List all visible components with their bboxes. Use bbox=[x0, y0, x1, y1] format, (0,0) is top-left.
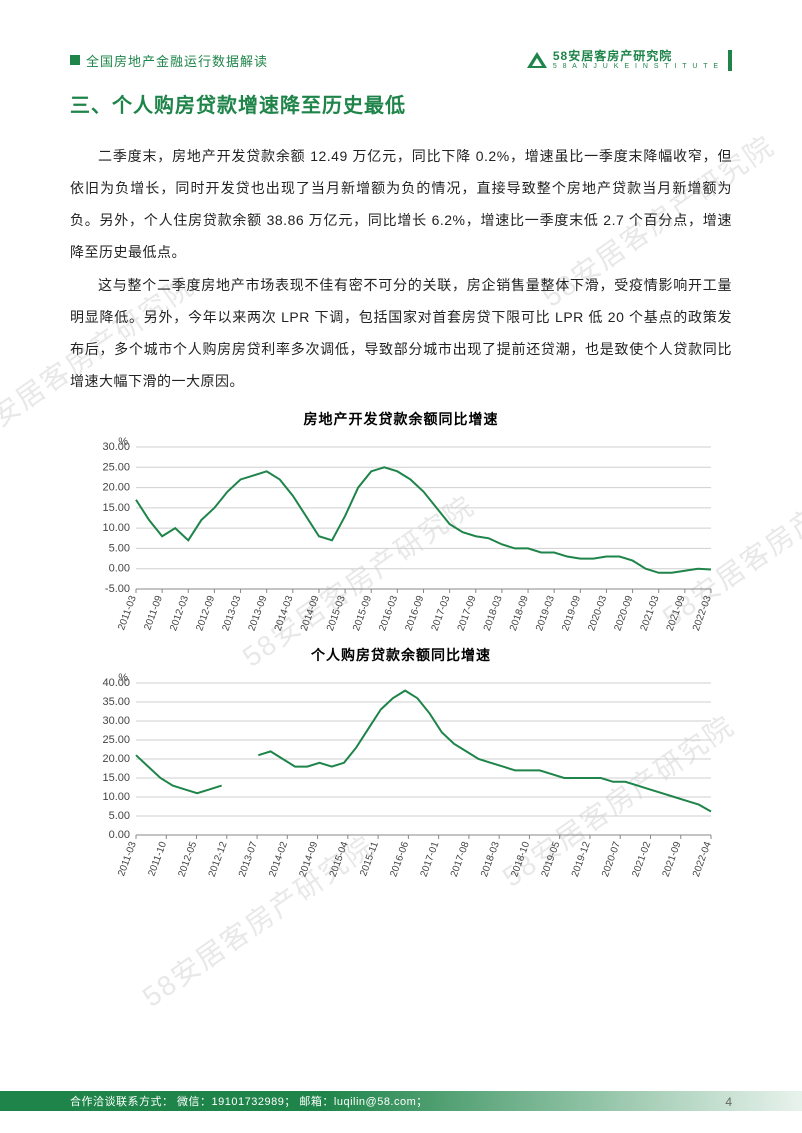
svg-text:2022-04: 2022-04 bbox=[691, 840, 714, 879]
footer-contact: 合作洽谈联系方式： 微信：19101732989； 邮箱：luqilin@58.… bbox=[70, 1093, 428, 1109]
chart2-svg: 0.005.0010.0015.0020.0025.0030.0035.0040… bbox=[81, 669, 721, 879]
svg-text:2017-09: 2017-09 bbox=[456, 594, 479, 633]
svg-text:5.00: 5.00 bbox=[109, 543, 130, 555]
svg-text:2018-10: 2018-10 bbox=[509, 840, 532, 879]
svg-text:2021-02: 2021-02 bbox=[630, 840, 653, 879]
svg-text:35.00: 35.00 bbox=[102, 696, 130, 708]
svg-text:2015-03: 2015-03 bbox=[325, 594, 348, 633]
svg-text:2011-03: 2011-03 bbox=[116, 594, 139, 632]
svg-text:20.00: 20.00 bbox=[102, 482, 130, 494]
svg-text:0.00: 0.00 bbox=[109, 563, 130, 575]
svg-text:2019-09: 2019-09 bbox=[560, 594, 583, 633]
svg-text:2019-03: 2019-03 bbox=[534, 594, 557, 633]
chart2-title: 个人购房贷款余额同比增速 bbox=[70, 645, 732, 665]
svg-text:0.00: 0.00 bbox=[109, 829, 130, 841]
doc-title: 全国房地产金融运行数据解读 bbox=[86, 51, 268, 70]
svg-text:2017-03: 2017-03 bbox=[430, 594, 453, 633]
svg-text:2013-07: 2013-07 bbox=[237, 840, 260, 879]
section-heading: 三、个人购房贷款增速降至历史最低 bbox=[70, 89, 732, 118]
svg-text:2011-09: 2011-09 bbox=[142, 594, 165, 632]
svg-text:%: % bbox=[118, 436, 128, 448]
svg-text:25.00: 25.00 bbox=[102, 734, 130, 746]
svg-text:2021-09: 2021-09 bbox=[661, 840, 684, 879]
svg-text:2014-09: 2014-09 bbox=[298, 840, 321, 879]
chart1-title: 房地产开发贷款余额同比增速 bbox=[70, 409, 732, 429]
chart1-svg: -5.000.005.0010.0015.0020.0025.0030.00%2… bbox=[81, 433, 721, 633]
brand-logo-icon bbox=[527, 52, 547, 68]
svg-text:%: % bbox=[118, 672, 128, 684]
svg-text:2018-03: 2018-03 bbox=[479, 840, 502, 879]
svg-text:10.00: 10.00 bbox=[102, 791, 130, 803]
svg-text:2013-09: 2013-09 bbox=[247, 594, 270, 633]
svg-text:2016-03: 2016-03 bbox=[377, 594, 400, 633]
svg-text:2020-09: 2020-09 bbox=[613, 594, 636, 633]
svg-text:5.00: 5.00 bbox=[109, 810, 130, 822]
svg-text:15.00: 15.00 bbox=[102, 772, 130, 784]
body-text: 二季度末，房地产开发贷款余额 12.49 万亿元，同比下降 0.2%，增速虽比一… bbox=[70, 140, 732, 398]
svg-text:2018-09: 2018-09 bbox=[508, 594, 531, 633]
svg-text:2014-09: 2014-09 bbox=[299, 594, 322, 633]
svg-text:2012-03: 2012-03 bbox=[168, 594, 191, 633]
svg-text:2012-09: 2012-09 bbox=[194, 594, 217, 633]
svg-text:2021-03: 2021-03 bbox=[639, 594, 662, 633]
paragraph-1: 二季度末，房地产开发贷款余额 12.49 万亿元，同比下降 0.2%，增速虽比一… bbox=[70, 140, 732, 269]
svg-text:20.00: 20.00 bbox=[102, 753, 130, 765]
svg-text:2011-10: 2011-10 bbox=[146, 840, 169, 878]
svg-text:25.00: 25.00 bbox=[102, 462, 130, 474]
footer-bar: 合作洽谈联系方式： 微信：19101732989； 邮箱：luqilin@58.… bbox=[0, 1091, 802, 1111]
svg-text:2013-03: 2013-03 bbox=[220, 594, 243, 633]
svg-text:2017-08: 2017-08 bbox=[449, 840, 472, 879]
svg-text:2014-02: 2014-02 bbox=[267, 840, 290, 879]
page-header: 全国房地产金融运行数据解读 58安居客房产研究院 5 8 A N J U K E… bbox=[70, 50, 732, 71]
svg-text:2016-06: 2016-06 bbox=[388, 840, 411, 879]
svg-text:2016-09: 2016-09 bbox=[403, 594, 426, 633]
brand-cn: 58安居客房产研究院 bbox=[553, 50, 720, 63]
svg-text:2017-01: 2017-01 bbox=[419, 840, 442, 879]
svg-text:2011-03: 2011-03 bbox=[116, 840, 139, 878]
svg-text:2015-04: 2015-04 bbox=[328, 840, 351, 879]
svg-text:10.00: 10.00 bbox=[102, 523, 130, 535]
svg-text:2015-09: 2015-09 bbox=[351, 594, 374, 633]
svg-text:30.00: 30.00 bbox=[102, 715, 130, 727]
svg-text:15.00: 15.00 bbox=[102, 502, 130, 514]
header-square-icon bbox=[70, 55, 80, 65]
svg-text:-5.00: -5.00 bbox=[105, 583, 130, 595]
svg-text:2019-12: 2019-12 bbox=[570, 840, 593, 879]
svg-text:2015-11: 2015-11 bbox=[358, 840, 381, 878]
svg-text:2018-03: 2018-03 bbox=[482, 594, 505, 633]
svg-text:2022-03: 2022-03 bbox=[691, 594, 714, 633]
svg-text:2020-07: 2020-07 bbox=[600, 840, 623, 879]
svg-text:2014-03: 2014-03 bbox=[273, 594, 296, 633]
svg-text:2021-09: 2021-09 bbox=[665, 594, 688, 633]
svg-text:2019-05: 2019-05 bbox=[540, 840, 563, 879]
svg-text:2012-12: 2012-12 bbox=[207, 840, 230, 879]
brand-text: 58安居客房产研究院 5 8 A N J U K E I N S T I T U… bbox=[553, 50, 720, 71]
header-brand: 58安居客房产研究院 5 8 A N J U K E I N S T I T U… bbox=[527, 50, 732, 71]
page-number: 4 bbox=[725, 1095, 732, 1109]
brand-en: 5 8 A N J U K E I N S T I T U T E bbox=[553, 63, 720, 71]
paragraph-2: 这与整个二季度房地产市场表现不佳有密不可分的关联，房企销售量整体下滑，受疫情影响… bbox=[70, 269, 732, 398]
svg-text:2012-05: 2012-05 bbox=[176, 840, 199, 879]
svg-text:2020-03: 2020-03 bbox=[586, 594, 609, 633]
header-left: 全国房地产金融运行数据解读 bbox=[70, 51, 268, 70]
